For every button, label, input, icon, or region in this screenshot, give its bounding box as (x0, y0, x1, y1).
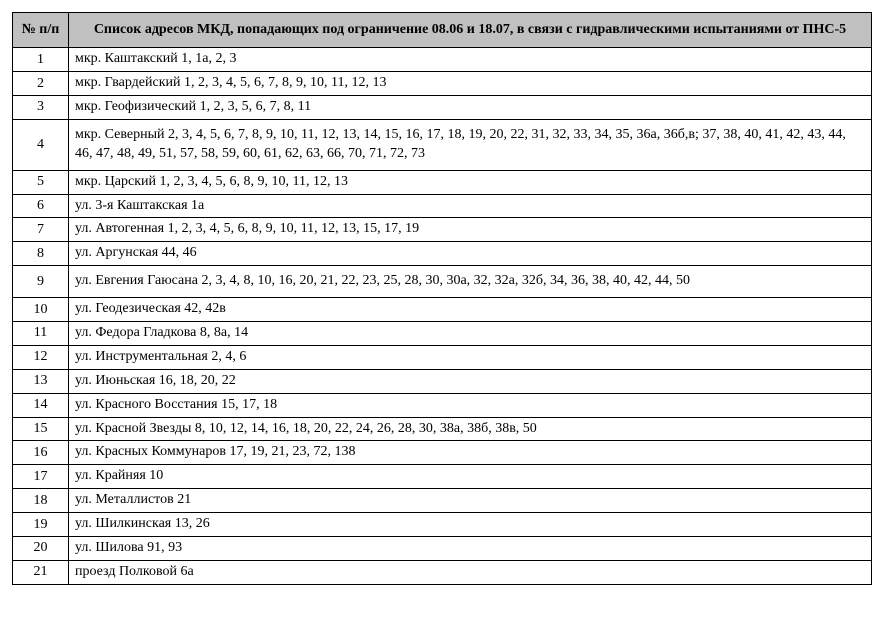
cell-address: ул. Автогенная 1, 2, 3, 4, 5, 6, 8, 9, 1… (69, 218, 872, 242)
table-row: 9ул. Евгения Гаюсана 2, 3, 4, 8, 10, 16,… (13, 266, 872, 298)
table-row: 16ул. Красных Коммунаров 17, 19, 21, 23,… (13, 441, 872, 465)
cell-address: мкр. Каштакский 1, 1а, 2, 3 (69, 48, 872, 72)
cell-num: 21 (13, 560, 69, 584)
header-address: Список адресов МКД, попадающих под огран… (69, 13, 872, 48)
cell-address: ул. Крайняя 10 (69, 465, 872, 489)
cell-num: 6 (13, 194, 69, 218)
cell-address: ул. Красных Коммунаров 17, 19, 21, 23, 7… (69, 441, 872, 465)
table-row: 8ул. Аргунская 44, 46 (13, 242, 872, 266)
cell-num: 7 (13, 218, 69, 242)
cell-address: ул. Красной Звезды 8, 10, 12, 14, 16, 18… (69, 417, 872, 441)
cell-num: 2 (13, 72, 69, 96)
table-row: 18ул. Металлистов 21 (13, 489, 872, 513)
cell-num: 5 (13, 170, 69, 194)
cell-num: 18 (13, 489, 69, 513)
table-row: 6ул. 3-я Каштакская 1а (13, 194, 872, 218)
table-row: 15ул. Красной Звезды 8, 10, 12, 14, 16, … (13, 417, 872, 441)
cell-address: ул. Шилова 91, 93 (69, 537, 872, 561)
cell-address: проезд Полковой 6а (69, 560, 872, 584)
cell-num: 12 (13, 345, 69, 369)
cell-address: ул. Евгения Гаюсана 2, 3, 4, 8, 10, 16, … (69, 266, 872, 298)
table-row: 21проезд Полковой 6а (13, 560, 872, 584)
cell-num: 11 (13, 321, 69, 345)
cell-address: мкр. Северный 2, 3, 4, 5, 6, 7, 8, 9, 10… (69, 119, 872, 170)
cell-num: 3 (13, 95, 69, 119)
table-header-row: № п/п Список адресов МКД, попадающих под… (13, 13, 872, 48)
cell-num: 4 (13, 119, 69, 170)
cell-address: ул. Шилкинская 13, 26 (69, 513, 872, 537)
cell-address: ул. Аргунская 44, 46 (69, 242, 872, 266)
cell-num: 13 (13, 369, 69, 393)
cell-address: мкр. Гвардейский 1, 2, 3, 4, 5, 6, 7, 8,… (69, 72, 872, 96)
cell-num: 19 (13, 513, 69, 537)
cell-address: ул. Геодезическая 42, 42в (69, 298, 872, 322)
table-row: 3мкр. Геофизический 1, 2, 3, 5, 6, 7, 8,… (13, 95, 872, 119)
cell-num: 10 (13, 298, 69, 322)
header-num: № п/п (13, 13, 69, 48)
table-row: 19ул. Шилкинская 13, 26 (13, 513, 872, 537)
table-row: 13ул. Июньская 16, 18, 20, 22 (13, 369, 872, 393)
table-body: 1мкр. Каштакский 1, 1а, 2, 32мкр. Гварде… (13, 48, 872, 585)
table-row: 1мкр. Каштакский 1, 1а, 2, 3 (13, 48, 872, 72)
table-header: № п/п Список адресов МКД, попадающих под… (13, 13, 872, 48)
table-row: 11ул. Федора Гладкова 8, 8а, 14 (13, 321, 872, 345)
address-table: № п/п Список адресов МКД, попадающих под… (12, 12, 872, 585)
cell-num: 14 (13, 393, 69, 417)
cell-address: мкр. Геофизический 1, 2, 3, 5, 6, 7, 8, … (69, 95, 872, 119)
cell-address: ул. Инструментальная 2, 4, 6 (69, 345, 872, 369)
table-row: 17ул. Крайняя 10 (13, 465, 872, 489)
table-row: 4мкр. Северный 2, 3, 4, 5, 6, 7, 8, 9, 1… (13, 119, 872, 170)
table-row: 14ул. Красного Восстания 15, 17, 18 (13, 393, 872, 417)
table-row: 7ул. Автогенная 1, 2, 3, 4, 5, 6, 8, 9, … (13, 218, 872, 242)
cell-num: 1 (13, 48, 69, 72)
cell-num: 17 (13, 465, 69, 489)
table-row: 12ул. Инструментальная 2, 4, 6 (13, 345, 872, 369)
cell-address: ул. Красного Восстания 15, 17, 18 (69, 393, 872, 417)
cell-num: 20 (13, 537, 69, 561)
cell-address: мкр. Царский 1, 2, 3, 4, 5, 6, 8, 9, 10,… (69, 170, 872, 194)
table-row: 20ул. Шилова 91, 93 (13, 537, 872, 561)
cell-address: ул. Июньская 16, 18, 20, 22 (69, 369, 872, 393)
cell-num: 15 (13, 417, 69, 441)
cell-num: 9 (13, 266, 69, 298)
cell-address: ул. 3-я Каштакская 1а (69, 194, 872, 218)
table-row: 5мкр. Царский 1, 2, 3, 4, 5, 6, 8, 9, 10… (13, 170, 872, 194)
cell-address: ул. Федора Гладкова 8, 8а, 14 (69, 321, 872, 345)
table-row: 2мкр. Гвардейский 1, 2, 3, 4, 5, 6, 7, 8… (13, 72, 872, 96)
table-row: 10ул. Геодезическая 42, 42в (13, 298, 872, 322)
cell-address: ул. Металлистов 21 (69, 489, 872, 513)
cell-num: 16 (13, 441, 69, 465)
cell-num: 8 (13, 242, 69, 266)
